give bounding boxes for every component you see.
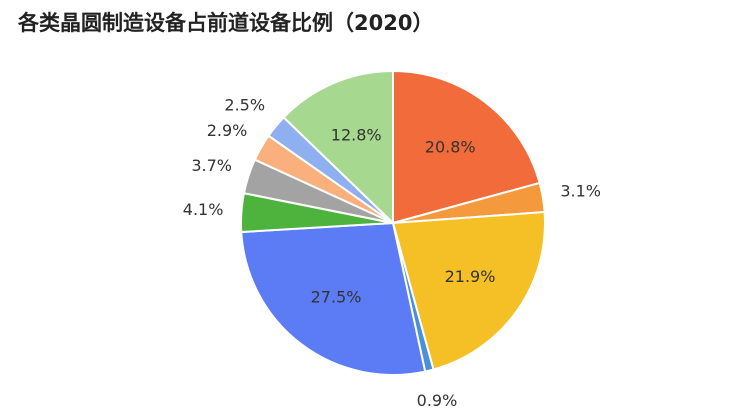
data-label: 27.5% bbox=[311, 288, 362, 307]
data-label: 3.7% bbox=[191, 156, 232, 175]
data-label: 0.9% bbox=[417, 391, 458, 410]
data-label: 2.9% bbox=[207, 121, 248, 140]
data-label: 3.1% bbox=[560, 181, 601, 200]
data-label: 2.5% bbox=[224, 95, 265, 114]
pie-slice bbox=[282, 69, 394, 226]
data-label: 4.1% bbox=[183, 200, 224, 219]
pie-slice bbox=[392, 69, 541, 225]
data-label: 21.9% bbox=[445, 267, 496, 286]
data-label: 20.8% bbox=[425, 138, 476, 157]
pie-slice bbox=[391, 210, 546, 371]
data-label: 12.8% bbox=[331, 126, 382, 145]
chart-title: 各类晶圆制造设备占前道设备比例（2020） bbox=[17, 11, 433, 35]
pie-slice bbox=[240, 221, 427, 376]
